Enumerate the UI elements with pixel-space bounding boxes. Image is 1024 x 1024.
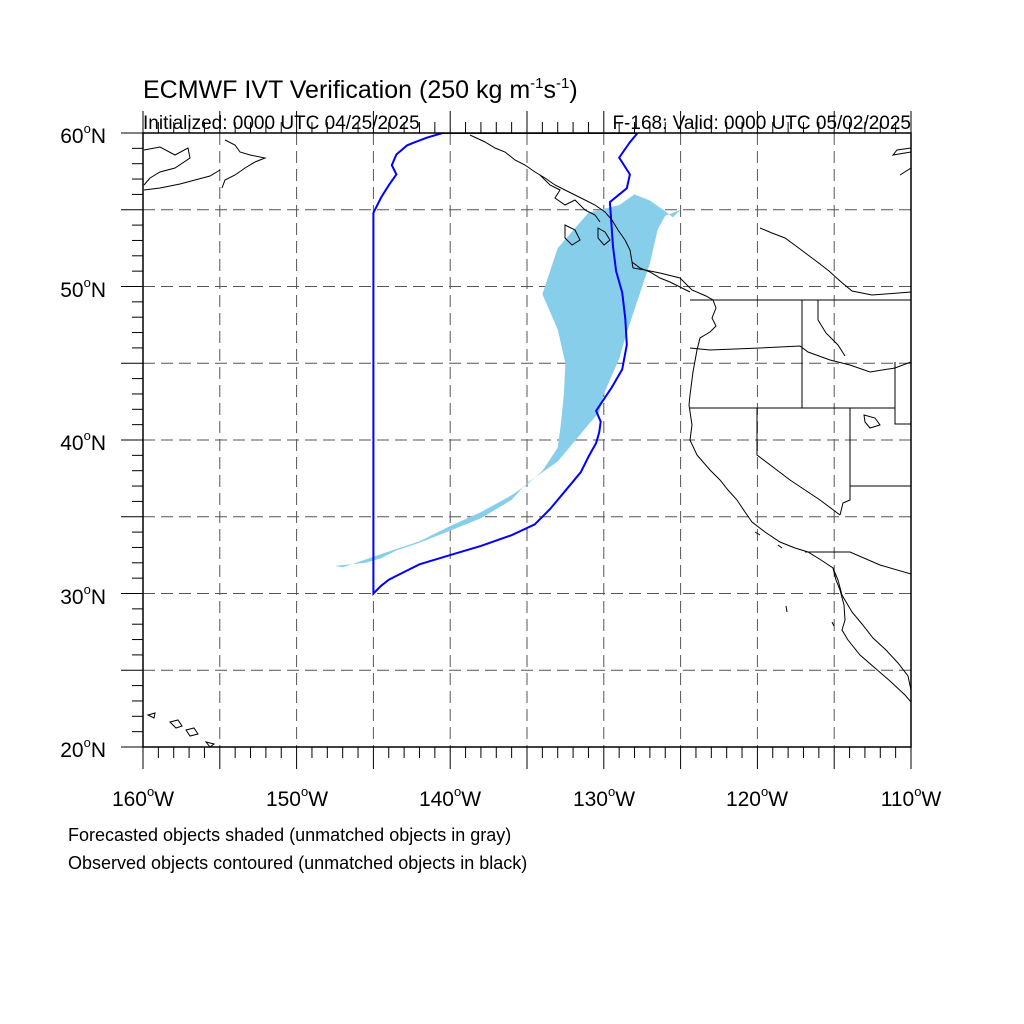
lat-label-50: 50oN: [60, 275, 106, 302]
lon-label-140w: 140oW: [419, 784, 481, 811]
lon-label-130w: 130oW: [573, 784, 635, 811]
lon-label-110w: 110oW: [881, 784, 942, 811]
lat-label-30: 30oN: [60, 582, 106, 609]
lon-label-160w: 160oW: [112, 784, 174, 811]
coastlines: [143, 134, 911, 747]
lat-label-40: 40oN: [60, 428, 106, 455]
lon-label-150w: 150oW: [266, 784, 328, 811]
political-borders: [689, 299, 911, 575]
lat-label-20: 20oN: [60, 735, 106, 762]
observed-legend-note: Observed objects contoured (unmatched ob…: [68, 853, 528, 873]
chart-title: ECMWF IVT Verification (250 kg m-1s-1): [143, 75, 578, 104]
forecast-legend-note: Forecasted objects shaded (unmatched obj…: [68, 825, 512, 845]
valid-time-label: F-168: Valid: 0000 UTC 05/02/2025: [612, 113, 911, 134]
lat-label-60: 60oN: [60, 121, 106, 148]
axis-ticks: [121, 111, 912, 769]
observed-object-contour: [372, 133, 639, 596]
forecast-object-shading: [335, 194, 681, 568]
graticule: [143, 133, 911, 747]
lon-label-120w: 120oW: [726, 784, 788, 811]
